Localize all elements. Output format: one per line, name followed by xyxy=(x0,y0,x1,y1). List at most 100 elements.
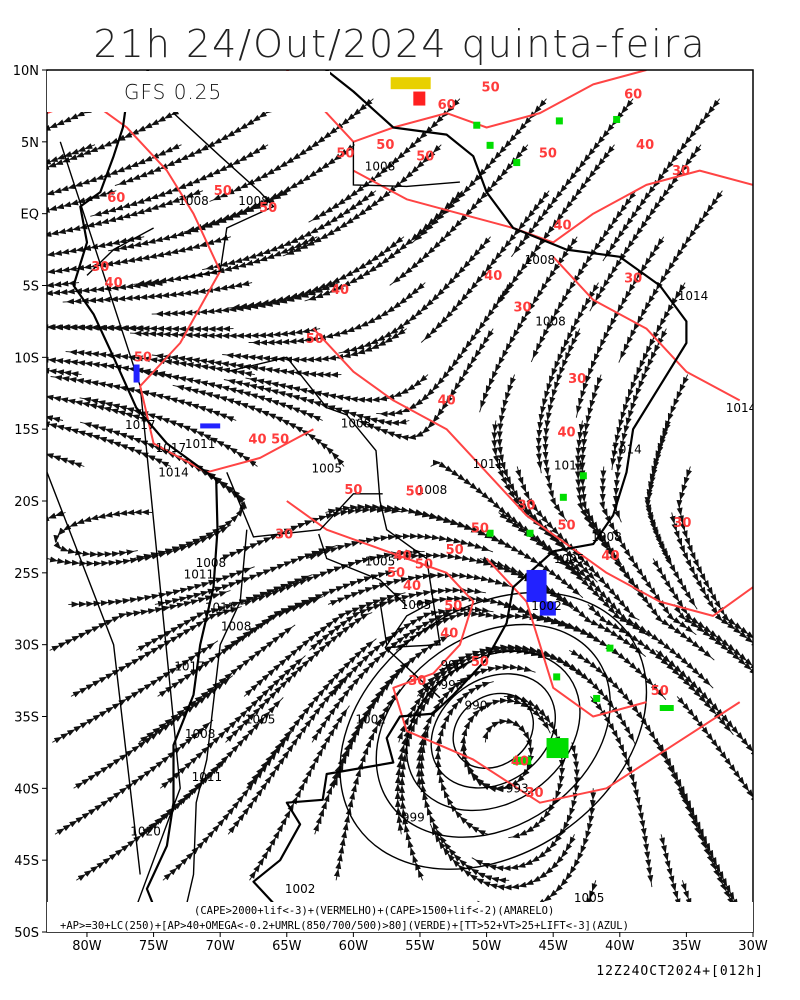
isobars-layer xyxy=(47,141,648,932)
streamline-arrow xyxy=(664,268,671,277)
green-flag-area xyxy=(486,529,494,537)
coastlines-layer xyxy=(72,70,688,932)
cape-label: 40 xyxy=(438,394,456,409)
cape-label: 30 xyxy=(518,499,536,514)
lat-tick-label: 25S xyxy=(14,567,39,582)
isobar-label: 1020 xyxy=(130,825,161,839)
green-flag-area xyxy=(559,493,567,501)
cape-label: 40 xyxy=(440,626,458,641)
cape-label: 50 xyxy=(539,147,557,162)
streamline-arrow xyxy=(261,410,270,417)
green-flag-area xyxy=(473,121,481,129)
isobar-label: 999 xyxy=(402,810,425,824)
lon-tick-label: 65W xyxy=(272,939,302,954)
cape-contour xyxy=(286,70,647,143)
green-flag-area xyxy=(513,756,532,765)
isobar-label: 1008 xyxy=(365,160,396,174)
green-flag-area xyxy=(593,694,601,702)
country-border xyxy=(226,472,383,538)
lat-tick-label: 15S xyxy=(14,423,39,438)
streamline-arrow xyxy=(625,417,632,425)
isobar-label: 993 xyxy=(440,678,463,692)
longitude-axis: 80W 75W 70W 65W 60W 55W 50W 45W 40W 35W 30W xyxy=(72,932,768,954)
isobar-label: 1011 xyxy=(205,601,236,615)
yellow-flag-area xyxy=(390,77,431,90)
streamline-arrow xyxy=(178,183,187,189)
green-flag-area xyxy=(526,529,534,537)
isobar-label: 1008 xyxy=(221,619,252,633)
model-label-box xyxy=(47,71,330,112)
lon-tick-label: 80W xyxy=(72,939,102,954)
lon-tick-label: 40W xyxy=(605,939,635,954)
cape-label: 50 xyxy=(406,484,424,499)
cape-contour xyxy=(47,97,314,474)
cape-label: 60 xyxy=(624,88,642,103)
country-border xyxy=(318,533,408,607)
cape-label: 30 xyxy=(514,300,532,315)
cape-label: 50 xyxy=(387,566,405,581)
model-label: GFS 0.25 xyxy=(124,80,223,104)
isobar-label: 1005 xyxy=(245,713,276,727)
cape-label: 30 xyxy=(525,786,543,801)
red-flag-area xyxy=(413,91,426,106)
green-flag-area xyxy=(486,141,494,149)
isobar-label: 996 xyxy=(440,658,463,672)
isobar-label: 1002 xyxy=(355,713,386,727)
streamline-arrow xyxy=(670,883,677,891)
lon-tick-label: 30W xyxy=(738,939,768,954)
lon-tick-label: 45W xyxy=(538,939,568,954)
cape-contour xyxy=(312,327,753,617)
legend-line-2: +AP>=30+LC(250)+[AP>40+OMEGA<-0.2+UMRL(8… xyxy=(60,920,629,932)
streamline-arrow xyxy=(497,884,505,891)
streamline-arrow xyxy=(353,777,359,785)
green-flag-area xyxy=(613,115,621,123)
green-flag-area xyxy=(659,705,674,712)
isobar-label: 1014 xyxy=(678,289,709,303)
streamline-arrow xyxy=(227,807,234,815)
isobar-label: 1017 xyxy=(125,418,156,432)
cape-label: 50 xyxy=(446,543,464,558)
blue-flag-area xyxy=(539,601,556,616)
cape-label: 50 xyxy=(482,81,500,96)
isobar-label: 1005 xyxy=(554,552,585,566)
cape-label: 50 xyxy=(444,599,462,614)
cape-label: 40 xyxy=(557,425,575,440)
green-flag-area xyxy=(579,472,587,480)
isobar-label: 1011 xyxy=(554,458,585,472)
streamline-arrow xyxy=(395,533,403,540)
isobar-label: 1017 xyxy=(174,660,205,674)
country-border xyxy=(179,529,248,932)
streamline-arrow xyxy=(415,574,423,581)
cape-label: 40 xyxy=(601,549,619,564)
lat-tick-label: 5S xyxy=(22,280,39,295)
cape-label: 50 xyxy=(651,684,669,699)
isobar-contour xyxy=(375,623,611,838)
cape-label: 50 xyxy=(471,655,489,670)
lon-tick-label: 60W xyxy=(339,939,369,954)
cape-contour xyxy=(286,500,741,804)
cape-label: 40 xyxy=(394,549,412,564)
country-border xyxy=(352,141,460,188)
cape-label: 40 xyxy=(105,276,123,291)
cape-label: 30 xyxy=(673,516,691,531)
streamline-arrow xyxy=(304,520,312,526)
isobar-label: 1002 xyxy=(285,882,316,896)
cape-label: 30 xyxy=(624,272,642,287)
isobar-label: 1014 xyxy=(158,466,189,480)
forecast-timestamp: 12Z24OCT2024+[012h] xyxy=(596,964,764,979)
isobar-label: 1008 xyxy=(341,417,372,431)
country-border xyxy=(379,601,388,645)
green-flag-area xyxy=(546,738,569,759)
latitude-axis: 10N 5N EQ 5S 10S 15S 20S 25S 30S 35S 40S 45S 50S xyxy=(13,64,47,941)
blue-flag-area xyxy=(200,423,221,429)
streamline-arrow xyxy=(714,638,722,646)
isobar-label: 1005 xyxy=(365,555,396,569)
lat-tick-label: 30S xyxy=(14,639,39,654)
isobar-label: 1005 xyxy=(401,598,432,612)
streamline-arrow xyxy=(433,822,439,831)
cape-label: 50 xyxy=(344,483,362,498)
streamline-arrow xyxy=(224,265,232,272)
